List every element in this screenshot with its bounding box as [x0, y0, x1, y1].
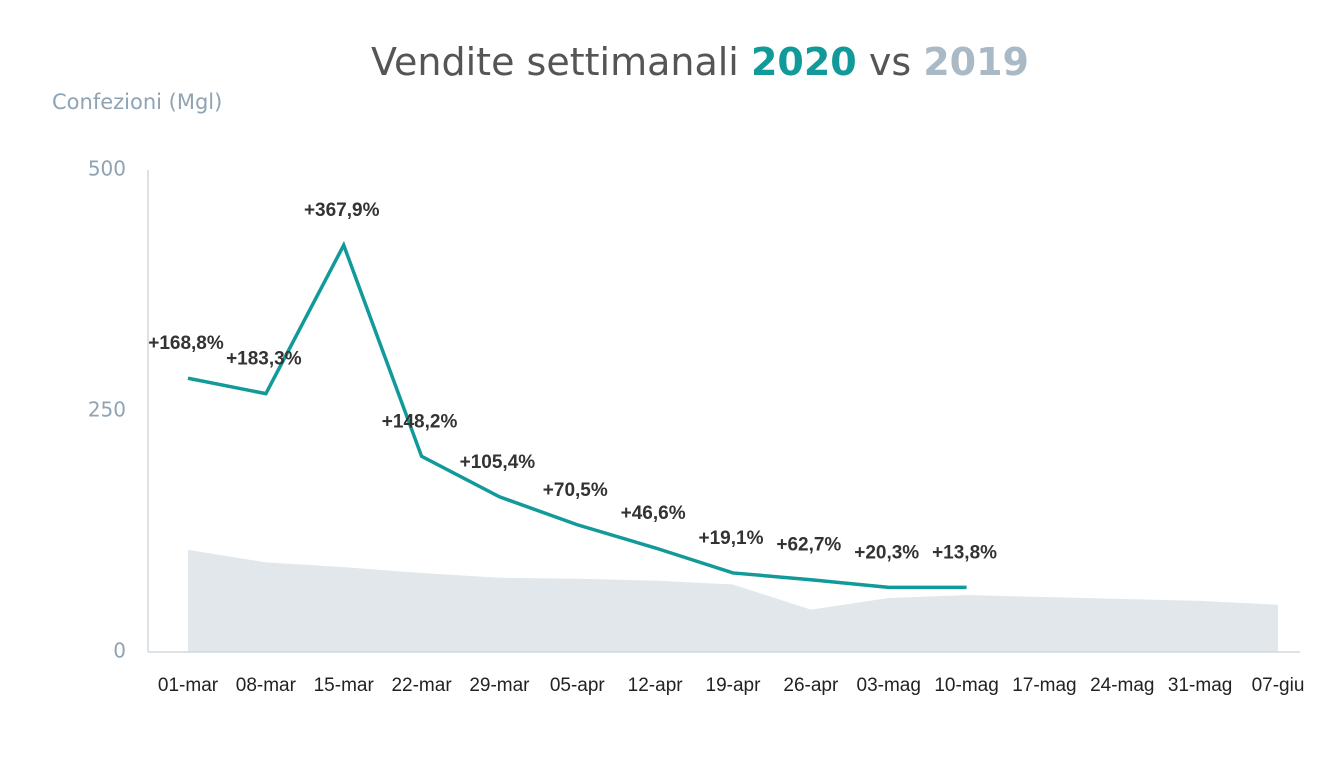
chart-title: Vendite settimanali 2020 vs 2019 [371, 40, 1029, 84]
area-2019 [188, 549, 1278, 652]
y-tick-label: 500 [88, 157, 126, 181]
x-tick-label: 22-mar [391, 675, 452, 696]
title-joiner: vs [869, 40, 911, 84]
x-tick-label: 08-mar [236, 675, 297, 696]
y-axis-label: Confezioni (Mgl) [52, 90, 222, 114]
x-tick-label: 19-apr [706, 675, 762, 696]
data-label: +46,6% [621, 503, 686, 524]
data-label: +19,1% [699, 528, 764, 549]
data-label: +13,8% [932, 542, 997, 563]
y-tick-label: 250 [88, 398, 126, 422]
title-text: Vendite settimanali [371, 40, 739, 84]
x-tick-label: 05-apr [550, 675, 606, 696]
legend-2020: 2020 [751, 40, 857, 84]
x-tick-label: 31-mag [1168, 675, 1232, 696]
data-label: +168,8% [148, 333, 224, 354]
data-label: +62,7% [776, 535, 841, 556]
x-tick-label: 26-apr [783, 675, 839, 696]
data-label: +20,3% [854, 542, 919, 563]
x-tick-label: 12-apr [628, 675, 684, 696]
x-tick-label: 03-mag [857, 675, 921, 696]
x-tick-label: 24-mag [1090, 675, 1154, 696]
legend-2019: 2019 [923, 40, 1029, 84]
x-tick-label: 17-mag [1012, 675, 1076, 696]
y-tick-label: 0 [113, 639, 126, 663]
data-label: +70,5% [543, 480, 608, 501]
x-tick-label: 10-mag [934, 675, 998, 696]
x-tick-label: 29-mar [469, 675, 530, 696]
data-label: +183,3% [226, 349, 302, 370]
x-tick-label: 15-mar [314, 675, 375, 696]
line-2020 [187, 240, 967, 590]
x-tick-label: 07-giu [1252, 675, 1305, 696]
data-label: +148,2% [382, 411, 458, 432]
x-tick-label: 01-mar [158, 675, 219, 696]
data-label: +105,4% [460, 452, 536, 473]
data-label: +367,9% [304, 200, 380, 221]
